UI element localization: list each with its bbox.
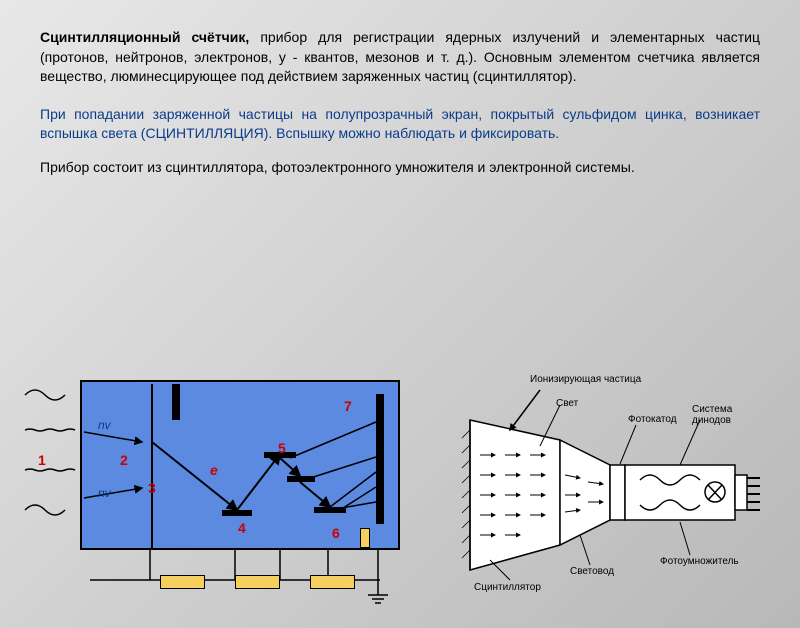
label-pmt: Фотоумножитель [660, 556, 739, 567]
paragraph-1: Сцинтилляционный счётчик, прибор для рег… [40, 28, 760, 87]
num-6: 6 [332, 525, 340, 541]
label-ionizing: Ионизирующая частица [530, 374, 641, 385]
black-bar-right [376, 394, 384, 524]
yellow-output [360, 528, 370, 548]
label-lightguide: Световод [570, 566, 614, 577]
resistor-1 [160, 575, 205, 589]
label-light: Свет [556, 398, 578, 409]
left-schematic: nv nv 1 2 3 4 5 6 7 e [20, 380, 450, 610]
paragraph-3: Прибор состоит из сцинтиллятора, фотоэле… [40, 158, 760, 178]
label-photocathode: Фотокатод [628, 414, 677, 425]
dynode-1 [222, 510, 252, 516]
num-1: 1 [38, 452, 46, 468]
num-7: 7 [344, 398, 352, 414]
incoming-waves [20, 380, 80, 550]
diagram-area: nv nv 1 2 3 4 5 6 7 e [0, 360, 800, 620]
label-scintillator: Сцинтиллятор [474, 582, 541, 593]
num-3: 3 [148, 480, 156, 496]
resistor-2 [235, 575, 280, 589]
dynode-4 [314, 507, 346, 513]
nv-label-2: nv [98, 486, 111, 500]
paragraph-2: При попадании заряженной частицы на полу… [40, 105, 760, 144]
right-schematic: Ионизирующая частица Свет Фотокатод Сист… [460, 370, 790, 610]
label-dinodes: Система динодов [692, 404, 752, 426]
num-2: 2 [120, 452, 128, 468]
num-4: 4 [238, 520, 246, 536]
resistor-3 [310, 575, 355, 589]
paragraph-1-bold: Сцинтилляционный счётчик, [40, 29, 249, 45]
external-wiring [20, 550, 440, 610]
dynode-3 [287, 476, 315, 482]
black-bar-top [172, 384, 180, 420]
label-e: e [210, 462, 218, 478]
nv-label-1: nv [98, 418, 111, 432]
num-5: 5 [278, 440, 286, 456]
